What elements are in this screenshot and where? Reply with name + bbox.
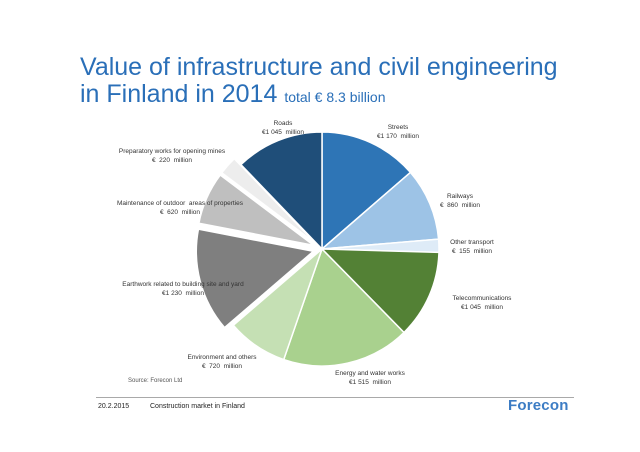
slice-value-energy-and-water-works: €1 515 million [349, 379, 391, 386]
slice-value-earthwork-related-to-building-site-and-yard: €1 230 million [162, 290, 204, 297]
footer-divider [96, 397, 574, 398]
slice-value-environment-and-others: € 720 million [202, 363, 242, 370]
slice-value-streets: €1 170 million [377, 133, 419, 140]
pie-slice-earthwork-related-to-building-site-and-yard [195, 228, 315, 329]
source-note: Source: Forecon Ltd [128, 378, 183, 384]
title-line-2-text: in Finland in 2014 [80, 80, 278, 108]
title-line-2: in Finland in 2014 total € 8.3 billion [80, 81, 600, 111]
slice-label-earthwork-related-to-building-site-and-yard: Earthwork related to building site and y… [122, 281, 244, 288]
pie-slice-roads [239, 131, 323, 251]
slice-value-railways: € 860 million [440, 202, 480, 209]
footer-date: 20.2.2015 [98, 403, 130, 410]
slice-label-other-transport: Other transport [450, 239, 494, 246]
footer-title: Construction market in Finland [150, 403, 245, 410]
slice-value-roads: €1 045 million [262, 129, 304, 136]
chart-subtitle: total € 8.3 billion [284, 89, 386, 105]
slice-label-streets: Streets [388, 124, 409, 131]
slice-value-preparatory-works-for-opening-mines: € 220 million [152, 157, 192, 164]
chart-title: Value of infrastructure and civil engine… [80, 54, 600, 111]
pie-slice-telecommunications [320, 248, 440, 334]
slice-label-railways: Railways [447, 193, 474, 200]
title-line-1: Value of infrastructure and civil engine… [80, 53, 558, 81]
pie-slice-environment-and-others [232, 246, 324, 361]
slice-label-maintenance-of-outdoor-areas-of-properties: Maintenance of outdoor areas of properti… [117, 200, 244, 207]
slice-label-preparatory-works-for-opening-mines: Preparatory works for opening mines [119, 148, 226, 155]
pie-slice-railways [319, 171, 440, 250]
slice-label-roads: Roads [274, 120, 294, 127]
slice-label-energy-and-water-works: Energy and water works [335, 370, 405, 377]
pie-slice-maintenance-of-outdoor-areas-of-properties [198, 174, 315, 247]
slice-value-maintenance-of-outdoor-areas-of-properties: € 620 million [160, 209, 200, 216]
slice-value-telecommunications: €1 045 million [461, 304, 503, 311]
slice-value-other-transport: € 155 million [452, 248, 492, 255]
pie-slice-energy-and-water-works [282, 247, 406, 367]
pie-slice-preparatory-works-for-opening-mines [220, 157, 316, 244]
slice-label-environment-and-others: Environment and others [187, 354, 257, 361]
forecon-logo: Forecon [508, 397, 569, 414]
slice-label-telecommunications: Telecommunications [453, 295, 513, 302]
pie-slice-streets [321, 131, 412, 251]
